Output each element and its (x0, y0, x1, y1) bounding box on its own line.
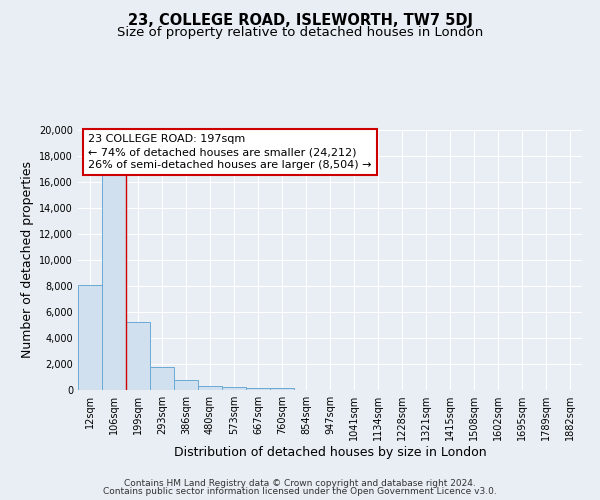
Bar (198, 386, 222, 390)
Bar (126, 322, 150, 390)
Y-axis label: Number of detached properties: Number of detached properties (21, 162, 34, 358)
Bar (246, 388, 270, 390)
Bar (102, 175, 126, 390)
Text: Contains public sector information licensed under the Open Government Licence v3: Contains public sector information licen… (103, 487, 497, 496)
Text: 23 COLLEGE ROAD: 197sqm
← 74% of detached houses are smaller (24,212)
26% of sem: 23 COLLEGE ROAD: 197sqm ← 74% of detache… (88, 134, 371, 170)
Bar (270, 388, 294, 390)
Text: 23, COLLEGE ROAD, ISLEWORTH, TW7 5DJ: 23, COLLEGE ROAD, ISLEWORTH, TW7 5DJ (128, 12, 473, 28)
Bar (150, 367, 174, 390)
X-axis label: Distribution of detached houses by size in London: Distribution of detached houses by size … (173, 446, 487, 459)
Bar (222, 388, 246, 390)
Bar (78, 286, 102, 390)
Text: Size of property relative to detached houses in London: Size of property relative to detached ho… (117, 26, 483, 39)
Text: Contains HM Land Registry data © Crown copyright and database right 2024.: Contains HM Land Registry data © Crown c… (124, 478, 476, 488)
Bar (174, 380, 198, 390)
